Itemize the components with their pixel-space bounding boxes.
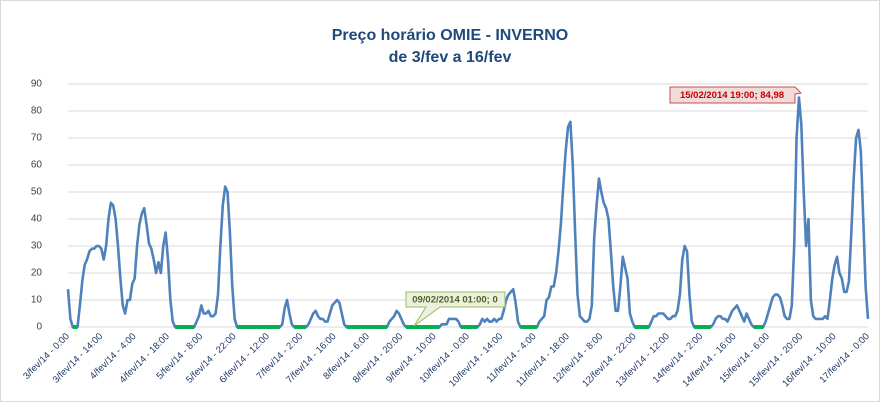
y-tick-label: 10 — [31, 295, 43, 306]
y-tick-label: 50 — [31, 187, 43, 198]
y-tick-label: 70 — [31, 133, 43, 144]
annotation-box — [405, 291, 506, 327]
chart-subtitle: de 3/fev a 16/fev — [389, 49, 512, 66]
y-tick-label: 80 — [31, 106, 43, 117]
annotation-text: 15/02/2014 19:00; 84,98 — [680, 90, 784, 101]
annotation-max: 15/02/2014 19:00; 84,98 — [669, 86, 803, 104]
y-tick-label: 0 — [36, 322, 42, 333]
chart-title: Preço horário OMIE - INVERNO — [332, 27, 568, 44]
y-tick-label: 90 — [31, 79, 43, 90]
y-tick-label: 30 — [31, 241, 43, 252]
annotation-min: 09/02/2014 01:00; 0 — [405, 291, 506, 327]
annotation-text: 09/02/2014 01:00; 0 — [412, 295, 498, 306]
annotation-box — [669, 86, 803, 104]
y-tick-label: 60 — [31, 160, 43, 171]
y-tick-label: 40 — [31, 214, 43, 225]
y-tick-label: 20 — [31, 268, 43, 279]
